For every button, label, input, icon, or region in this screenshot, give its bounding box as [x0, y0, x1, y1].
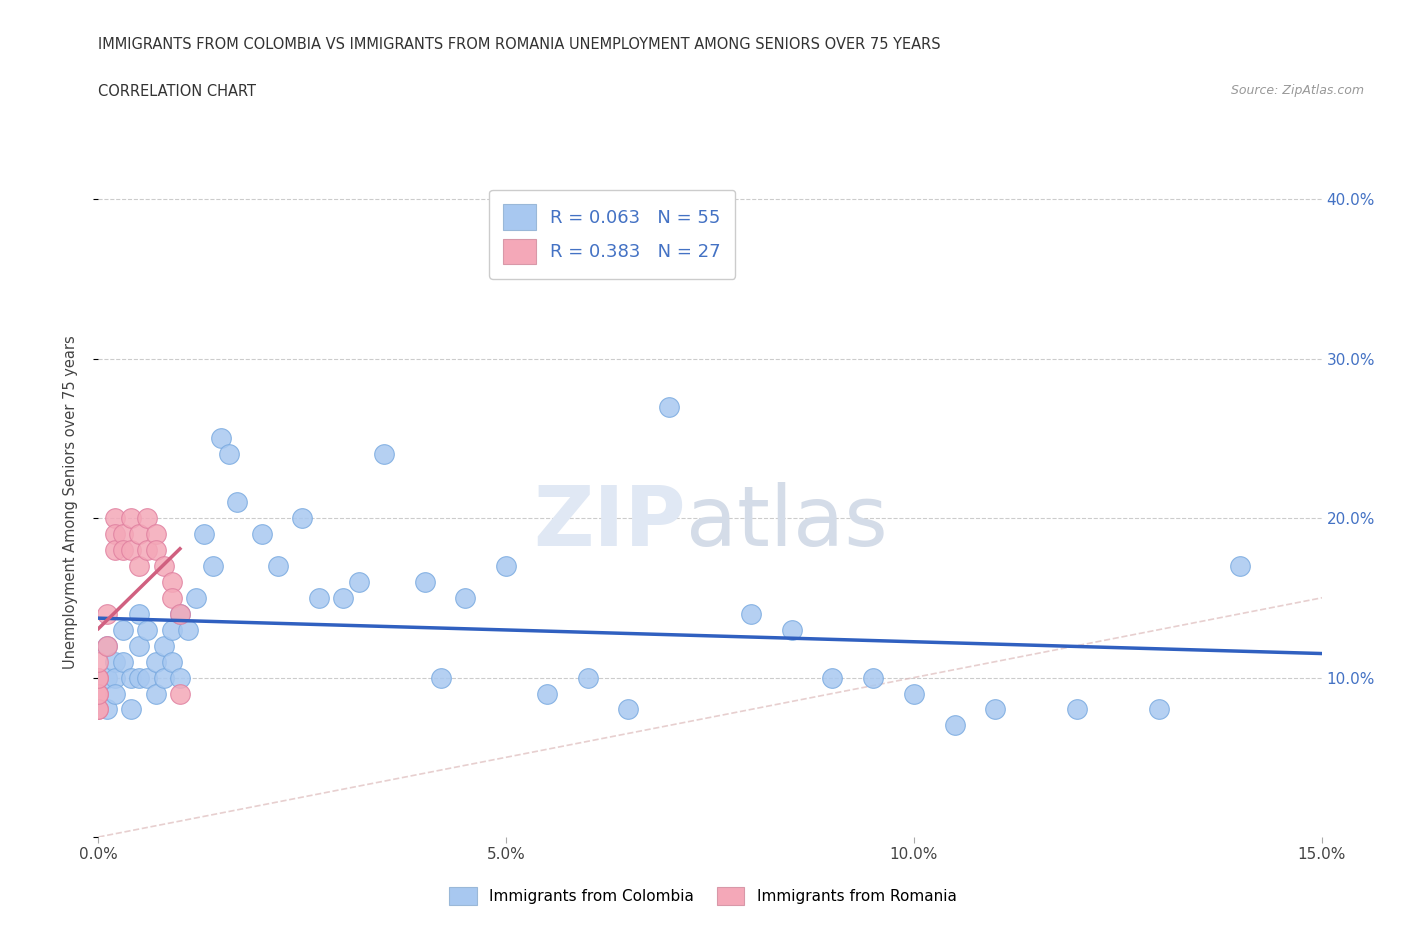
- Point: [136, 542, 159, 557]
- Point: [209, 431, 232, 445]
- Point: [1066, 702, 1088, 717]
- Point: [111, 654, 134, 669]
- Point: [104, 654, 127, 669]
- Point: [250, 526, 273, 541]
- Point: [128, 671, 150, 685]
- Point: [193, 526, 215, 541]
- Point: [87, 702, 110, 717]
- Point: [576, 671, 599, 685]
- Point: [87, 686, 110, 701]
- Point: [128, 638, 150, 653]
- Point: [87, 671, 110, 685]
- Point: [160, 591, 183, 605]
- Point: [87, 686, 110, 701]
- Point: [152, 671, 174, 685]
- Point: [145, 542, 167, 557]
- Text: ZIP: ZIP: [533, 482, 686, 563]
- Text: IMMIGRANTS FROM COLOMBIA VS IMMIGRANTS FROM ROMANIA UNEMPLOYMENT AMONG SENIORS O: IMMIGRANTS FROM COLOMBIA VS IMMIGRANTS F…: [98, 37, 941, 52]
- Point: [430, 671, 453, 685]
- Point: [104, 542, 127, 557]
- Point: [96, 638, 118, 653]
- Point: [291, 511, 314, 525]
- Point: [96, 638, 118, 653]
- Point: [104, 686, 127, 701]
- Point: [226, 495, 249, 510]
- Point: [617, 702, 640, 717]
- Point: [1229, 559, 1251, 574]
- Point: [120, 702, 142, 717]
- Point: [96, 702, 118, 717]
- Legend: R = 0.063   N = 55, R = 0.383   N = 27: R = 0.063 N = 55, R = 0.383 N = 27: [489, 190, 735, 279]
- Point: [821, 671, 844, 685]
- Point: [308, 591, 330, 605]
- Text: Source: ZipAtlas.com: Source: ZipAtlas.com: [1230, 84, 1364, 97]
- Point: [120, 542, 142, 557]
- Point: [128, 606, 150, 621]
- Point: [373, 447, 395, 462]
- Point: [349, 575, 371, 590]
- Point: [136, 622, 159, 637]
- Text: CORRELATION CHART: CORRELATION CHART: [98, 84, 256, 99]
- Point: [332, 591, 354, 605]
- Legend: Immigrants from Colombia, Immigrants from Romania: Immigrants from Colombia, Immigrants fro…: [441, 879, 965, 913]
- Point: [136, 511, 159, 525]
- Point: [267, 559, 290, 574]
- Point: [104, 671, 127, 685]
- Point: [658, 399, 681, 414]
- Point: [413, 575, 436, 590]
- Point: [96, 671, 118, 685]
- Point: [160, 575, 183, 590]
- Text: atlas: atlas: [686, 482, 887, 563]
- Point: [169, 606, 191, 621]
- Point: [152, 559, 174, 574]
- Point: [120, 511, 142, 525]
- Point: [111, 542, 134, 557]
- Point: [96, 606, 118, 621]
- Point: [145, 654, 167, 669]
- Point: [111, 526, 134, 541]
- Point: [862, 671, 884, 685]
- Point: [169, 686, 191, 701]
- Y-axis label: Unemployment Among Seniors over 75 years: Unemployment Among Seniors over 75 years: [63, 336, 77, 669]
- Point: [1147, 702, 1170, 717]
- Point: [201, 559, 224, 574]
- Point: [104, 526, 127, 541]
- Point: [160, 654, 183, 669]
- Point: [128, 526, 150, 541]
- Point: [152, 638, 174, 653]
- Point: [87, 654, 110, 669]
- Point: [128, 559, 150, 574]
- Point: [495, 559, 517, 574]
- Point: [120, 671, 142, 685]
- Point: [145, 686, 167, 701]
- Point: [136, 671, 159, 685]
- Point: [169, 606, 191, 621]
- Point: [780, 622, 803, 637]
- Point: [160, 622, 183, 637]
- Point: [169, 671, 191, 685]
- Point: [740, 606, 762, 621]
- Point: [943, 718, 966, 733]
- Point: [186, 591, 208, 605]
- Point: [87, 671, 110, 685]
- Point: [454, 591, 477, 605]
- Point: [903, 686, 925, 701]
- Point: [104, 511, 127, 525]
- Point: [111, 622, 134, 637]
- Point: [145, 526, 167, 541]
- Point: [984, 702, 1007, 717]
- Point: [177, 622, 200, 637]
- Point: [536, 686, 558, 701]
- Point: [218, 447, 240, 462]
- Point: [87, 702, 110, 717]
